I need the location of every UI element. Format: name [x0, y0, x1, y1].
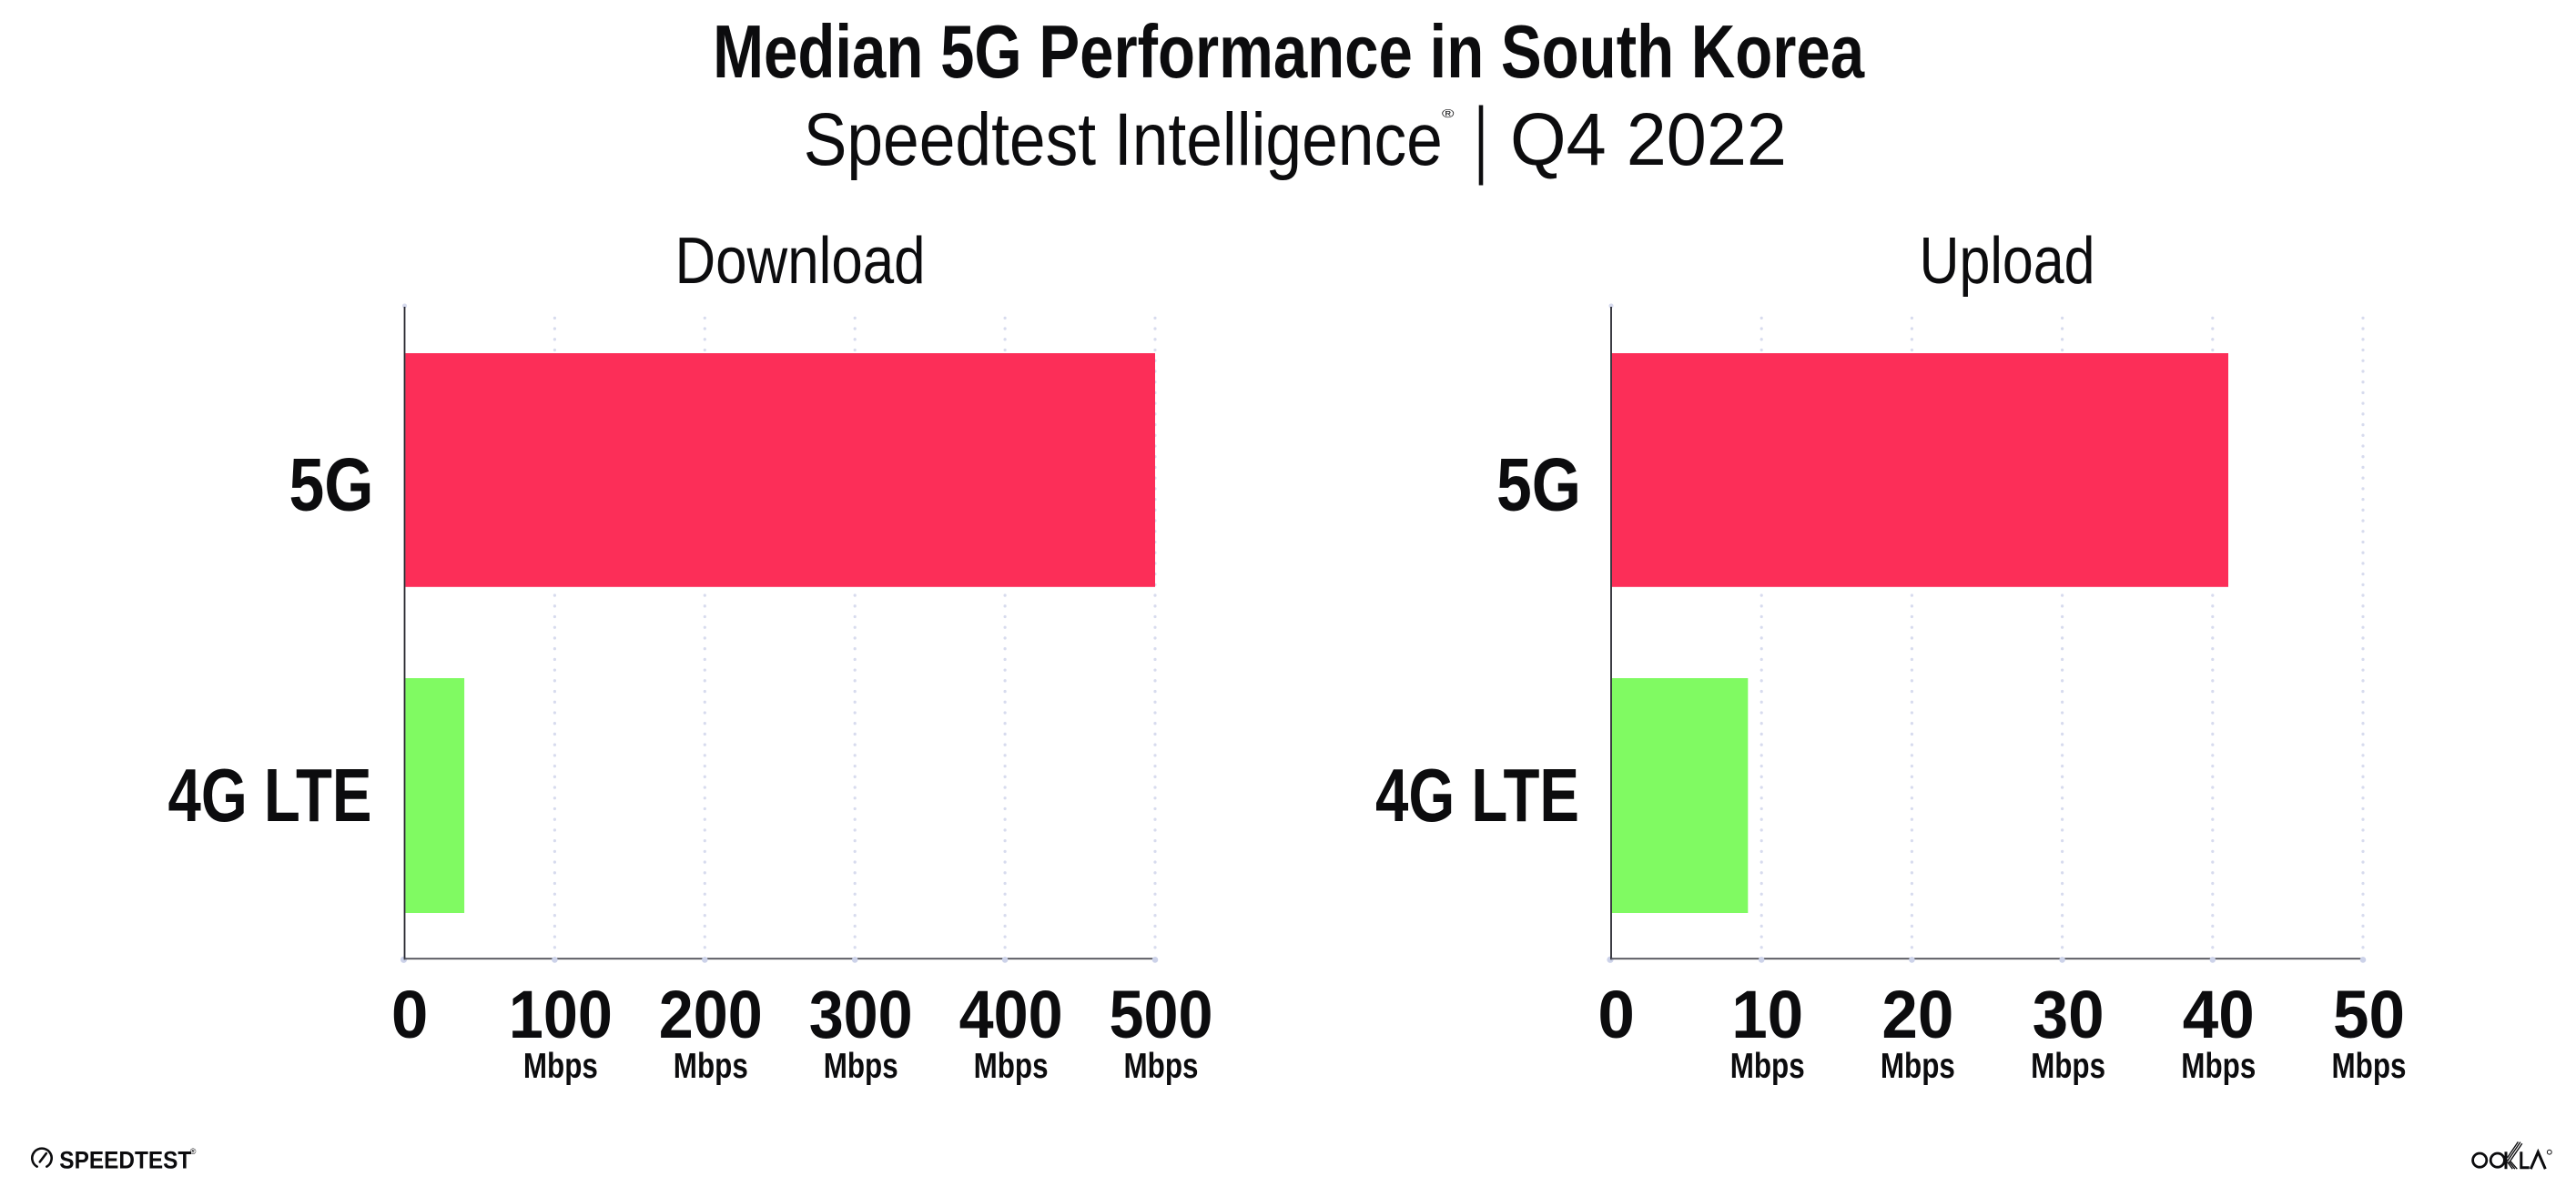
svg-text:Mbps: Mbps [1124, 1047, 1199, 1086]
svg-text:Mbps: Mbps [2332, 1047, 2407, 1086]
svg-text:Mbps: Mbps [674, 1047, 748, 1086]
svg-text:500: 500 [1110, 977, 1213, 1052]
svg-text:SPEEDTEST: SPEEDTEST [59, 1145, 191, 1173]
svg-text:400: 400 [959, 977, 1063, 1052]
svg-text:Mbps: Mbps [2031, 1047, 2105, 1086]
svg-text:Median 5G Performance in South: Median 5G Performance in South Korea [713, 9, 1865, 94]
svg-text:0: 0 [391, 977, 429, 1052]
svg-text:30: 30 [2033, 977, 2104, 1052]
svg-text:40: 40 [2183, 977, 2255, 1052]
svg-text:Mbps: Mbps [523, 1047, 598, 1086]
svg-text:Mbps: Mbps [974, 1047, 1049, 1086]
svg-text:Speedtest Intelligence: Speedtest Intelligence [804, 98, 1443, 181]
svg-text:20: 20 [1881, 977, 1953, 1052]
svg-text:®: ® [1442, 107, 1455, 120]
svg-text:Mbps: Mbps [2181, 1047, 2256, 1086]
svg-text:300: 300 [809, 977, 913, 1052]
svg-text:5G: 5G [289, 443, 374, 527]
svg-text:200: 200 [659, 977, 763, 1052]
svg-text:100: 100 [509, 977, 613, 1052]
svg-text:4G LTE: 4G LTE [168, 754, 372, 837]
svg-text:Upload: Upload [1920, 225, 2095, 298]
svg-text:Mbps: Mbps [1730, 1047, 1805, 1086]
svg-text:0: 0 [1597, 977, 1635, 1052]
svg-text:10: 10 [1731, 977, 1803, 1052]
svg-text:Download: Download [675, 225, 926, 298]
svg-text:50: 50 [2333, 977, 2405, 1052]
svg-text:®: ® [190, 1147, 197, 1156]
svg-text:5G: 5G [1496, 443, 1581, 527]
svg-text:Q4 2022: Q4 2022 [1510, 98, 1787, 181]
svg-text:Mbps: Mbps [824, 1047, 898, 1086]
svg-text:4G LTE: 4G LTE [1375, 754, 1579, 837]
svg-text:Mbps: Mbps [1881, 1047, 1955, 1086]
